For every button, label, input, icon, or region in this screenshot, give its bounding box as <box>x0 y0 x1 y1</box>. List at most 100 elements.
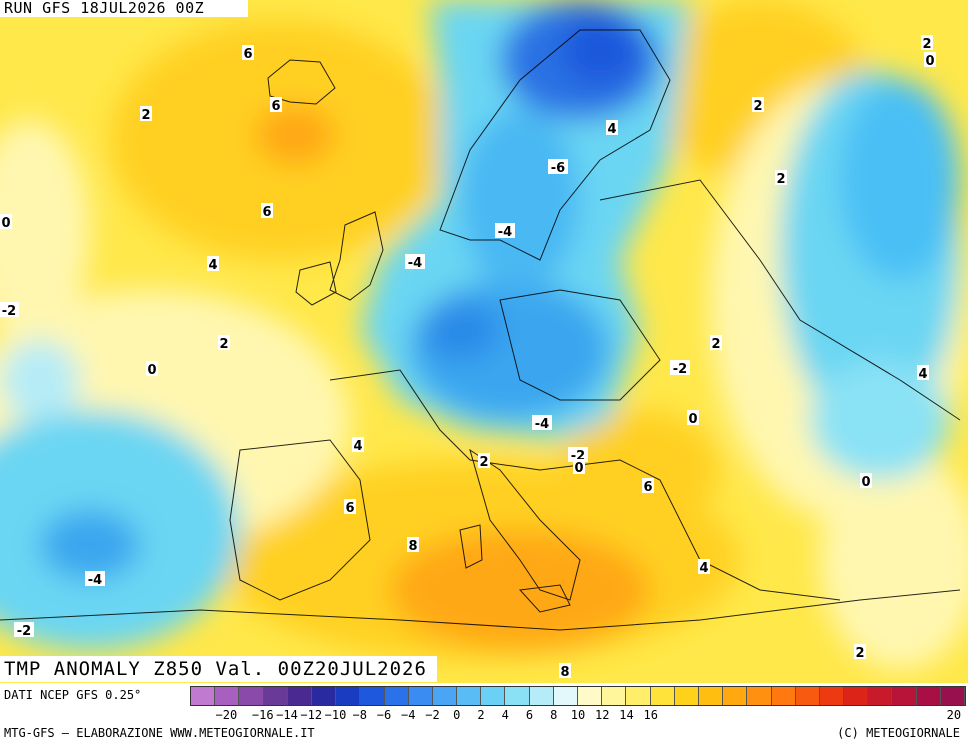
svg-text:2: 2 <box>141 108 150 123</box>
svg-text:0: 0 <box>925 54 934 69</box>
svg-text:-4: -4 <box>408 256 422 271</box>
contour-label: 8 <box>559 663 571 680</box>
legend-tick-label: −16 <box>251 708 274 722</box>
contour-label: -4 <box>495 223 515 240</box>
contour-label: 2 <box>752 97 764 114</box>
svg-text:-6: -6 <box>551 161 565 176</box>
legend-tick-label: −10 <box>324 708 347 722</box>
svg-text:-4: -4 <box>88 573 102 588</box>
contour-label: 4 <box>352 437 364 454</box>
contour-label: -2 <box>14 622 34 639</box>
svg-text:-4: -4 <box>535 417 549 432</box>
contour-label: 6 <box>344 499 356 516</box>
contour-label: 2 <box>218 335 230 352</box>
legend-tick-label: −12 <box>300 708 323 722</box>
legend-swatch <box>529 687 554 705</box>
contour-label: 2 <box>140 106 152 123</box>
legend-tick-label: 10 <box>570 708 586 722</box>
legend-swatch <box>698 687 724 705</box>
legend-tick-label: −20 <box>215 708 238 722</box>
legend-swatch <box>892 687 917 705</box>
legend-tick-label: 14 <box>619 708 634 722</box>
contour-label: 2 <box>775 170 787 187</box>
contour-label: 0 <box>573 459 585 476</box>
svg-text:0: 0 <box>688 412 697 427</box>
legend-tick-label: 6 <box>525 708 534 722</box>
legend-panel: DATI NCEP GFS 0.25° −20 −16 −14 −12 −10 −8 −6−… <box>0 683 968 745</box>
svg-text:-2: -2 <box>673 362 687 377</box>
legend-swatch <box>940 687 965 705</box>
contour-label: 2 <box>921 35 933 52</box>
legend-swatch <box>819 687 845 705</box>
contour-label: -4 <box>532 415 552 432</box>
legend-swatch <box>505 687 530 705</box>
legend-swatch <box>360 687 385 705</box>
legend-tick-label: −6 <box>376 708 392 722</box>
legend-tick-label: 16 <box>643 708 658 722</box>
footer-copyright: (C) METEOGIORNALE <box>837 726 960 740</box>
svg-text:2: 2 <box>753 99 762 114</box>
legend-tick-label: −8 <box>352 708 367 722</box>
contour-label: 0 <box>146 361 158 378</box>
anomaly-field <box>0 0 968 670</box>
legend-swatch <box>239 687 264 705</box>
svg-text:4: 4 <box>918 367 927 382</box>
legend-swatch <box>771 687 796 705</box>
contour-label: 4 <box>207 256 219 273</box>
anomaly-map: 6626420-2-4-2-4-4-64222-2400-4-202468642… <box>0 0 968 683</box>
run-title: RUN GFS 18JUL2026 00Z <box>0 0 249 17</box>
contour-label: -4 <box>85 571 105 588</box>
svg-text:6: 6 <box>262 205 271 220</box>
contour-label: -6 <box>548 159 568 176</box>
legend-swatch <box>263 687 288 705</box>
contour-label: 4 <box>917 365 929 382</box>
svg-text:2: 2 <box>855 646 864 661</box>
svg-text:4: 4 <box>208 258 217 273</box>
contour-label: 2 <box>854 644 866 661</box>
source-note: DATI NCEP GFS 0.25° <box>4 688 142 702</box>
legend-swatch <box>553 687 578 705</box>
legend-swatch <box>795 687 820 705</box>
legend-swatch <box>408 687 433 705</box>
legend-tick-label: 20 <box>946 708 962 722</box>
legend-swatch <box>384 687 409 705</box>
contour-label: 8 <box>407 537 419 554</box>
svg-text:0: 0 <box>574 461 583 476</box>
svg-text:6: 6 <box>643 480 652 495</box>
legend-swatch <box>311 687 337 705</box>
svg-text:2: 2 <box>711 337 720 352</box>
contour-label: 6 <box>261 203 273 220</box>
svg-text:-4: -4 <box>498 225 512 240</box>
svg-text:6: 6 <box>243 47 252 62</box>
legend-swatch <box>336 687 361 705</box>
svg-text:4: 4 <box>353 439 362 454</box>
legend-swatch <box>626 687 651 705</box>
color-legend <box>190 686 966 706</box>
contour-label: 0 <box>687 410 699 427</box>
legend-swatch <box>215 687 240 705</box>
svg-text:4: 4 <box>607 122 616 137</box>
legend-swatch <box>650 687 675 705</box>
legend-tick-label: 2 <box>477 708 485 722</box>
legend-tick-label: 8 <box>550 708 558 722</box>
svg-text:8: 8 <box>560 665 569 680</box>
legend-tick-label: −2 <box>425 708 440 722</box>
svg-text:0: 0 <box>1 216 10 231</box>
contour-label: 2 <box>710 335 722 352</box>
legend-swatch <box>578 687 603 705</box>
legend-swatch <box>916 687 941 705</box>
svg-text:6: 6 <box>271 99 280 114</box>
legend-swatch <box>432 687 458 705</box>
legend-swatch <box>747 687 772 705</box>
svg-text:8: 8 <box>408 539 417 554</box>
contour-label: 6 <box>242 45 254 62</box>
legend-ticks: −20 −16 −14 −12 −10 −8 −6 −4 −2 0 2 4 6 8 10 12 14 16 20 <box>190 708 966 724</box>
legend-swatch <box>674 687 699 705</box>
svg-text:2: 2 <box>776 172 785 187</box>
contour-label: -2 <box>670 360 690 377</box>
contour-labels: 6626420-2-4-2-4-4-64222-2400-4-202468642… <box>0 35 936 680</box>
contour-label: 4 <box>698 559 710 576</box>
legend-swatch <box>191 687 216 705</box>
svg-text:0: 0 <box>861 475 870 490</box>
contour-label: 2 <box>478 453 490 470</box>
